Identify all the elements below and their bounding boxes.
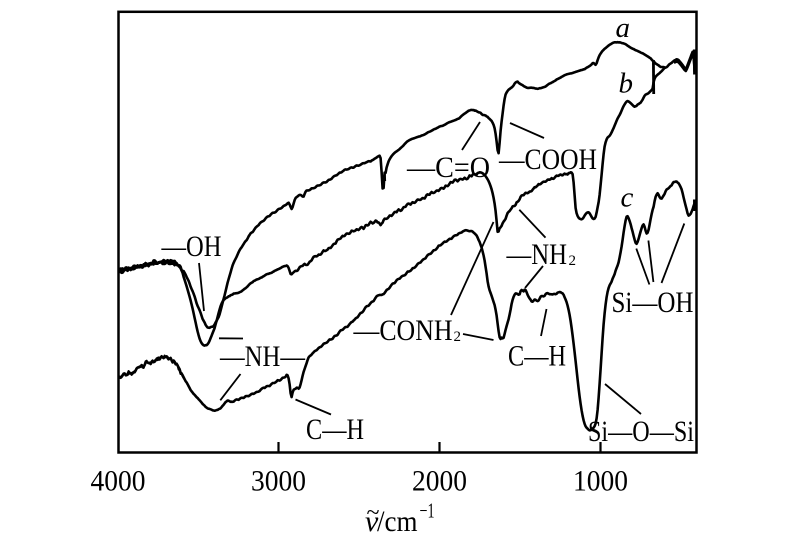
svg-text:1000: 1000	[573, 465, 628, 498]
svg-text:2: 2	[454, 329, 462, 345]
svg-text:—CONH: —CONH	[353, 314, 453, 347]
svg-text:c: c	[621, 182, 634, 214]
svg-text:2000: 2000	[412, 465, 467, 498]
svg-text:—NH—: —NH—	[219, 340, 306, 373]
svg-text:—COOH: —COOH	[498, 143, 597, 176]
svg-text:Si—O—Si: Si—O—Si	[588, 415, 694, 448]
svg-text:—OH: —OH	[161, 230, 222, 263]
svg-text:4000: 4000	[91, 465, 146, 498]
svg-text:a: a	[616, 12, 631, 44]
svg-text:−1: −1	[420, 499, 435, 523]
svg-text:C—H: C—H	[508, 340, 566, 373]
svg-text:3000: 3000	[251, 465, 306, 498]
svg-text:2: 2	[569, 253, 577, 269]
svg-text:b: b	[619, 68, 634, 100]
svg-text:~: ~	[367, 500, 380, 526]
svg-text:ν: ν	[365, 505, 379, 538]
svg-text:Si—OH: Si—OH	[612, 286, 694, 319]
svg-text:C—H: C—H	[306, 413, 364, 446]
svg-text:—C=O: —C=O	[406, 151, 490, 184]
svg-text:/cm: /cm	[377, 505, 418, 538]
svg-text:—NH: —NH	[506, 238, 567, 271]
